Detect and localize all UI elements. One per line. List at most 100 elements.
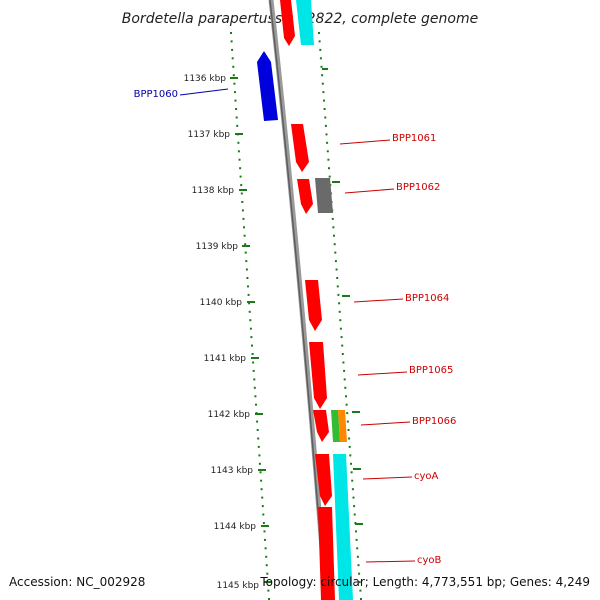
- ruler-dot: [324, 116, 327, 119]
- ruler-dot: [232, 65, 235, 68]
- ruler-dot: [324, 124, 327, 127]
- ruler-dot: [322, 91, 325, 94]
- ruler-dot: [235, 116, 238, 119]
- ruler-dot: [268, 598, 270, 600]
- ruler-dot: [339, 319, 342, 322]
- ruler-dot: [320, 65, 323, 68]
- ruler-dot: [258, 454, 261, 457]
- ruler-dot: [232, 74, 235, 77]
- ruler-dot: [230, 32, 232, 34]
- ruler-dot: [234, 91, 236, 94]
- ruler-dot: [344, 386, 347, 389]
- gene-BPP1061[interactable]: [291, 124, 309, 172]
- ruler-dot: [250, 336, 253, 339]
- ruler-dot: [321, 74, 324, 77]
- ruler-dot: [241, 209, 244, 212]
- ruler-dot: [251, 353, 254, 355]
- gene-BPP1062a[interactable]: [297, 179, 313, 214]
- ruler-dot: [355, 538, 358, 541]
- ruler-dot: [319, 48, 322, 51]
- gene-BPP1064[interactable]: [305, 280, 322, 331]
- gene-BPP1066a[interactable]: [313, 410, 329, 442]
- ruler-dot: [348, 445, 351, 448]
- ruler-dot: [323, 99, 325, 102]
- ruler-dot: [335, 268, 338, 271]
- cyan-feature-top: [296, 0, 314, 45]
- ruler-dot: [358, 572, 361, 575]
- ruler-dot: [356, 555, 359, 558]
- ruler-dot: [244, 243, 247, 246]
- ruler-dot: [233, 82, 236, 85]
- tick-label: 1137 kbp: [188, 130, 231, 140]
- gene-label-leaders: [179, 88, 416, 563]
- ruler-dot: [247, 285, 249, 288]
- ruler-dot: [235, 108, 238, 110]
- ruler-dot: [343, 369, 346, 372]
- ruler-dot: [349, 454, 352, 457]
- ruler-dot: [351, 479, 354, 482]
- gene-label-BPP1060[interactable]: BPP1060: [134, 89, 178, 100]
- ruler-dot: [238, 158, 241, 161]
- ruler-dot: [325, 133, 328, 136]
- tick-label: 1141 kbp: [204, 354, 247, 364]
- ruler-dot: [343, 378, 346, 381]
- gene-top-red[interactable]: [280, 0, 295, 46]
- ruler-dot: [326, 150, 329, 153]
- ruler-dot: [342, 361, 345, 364]
- gene-label-cyoA[interactable]: cyoA: [414, 471, 439, 482]
- tick-labels: 1136 kbp 1137 kbp 1138 kbp 1139 kbp 1140…: [184, 74, 260, 591]
- ruler-dot: [257, 437, 260, 440]
- ruler-dot: [237, 150, 240, 153]
- ruler-dot: [326, 141, 329, 144]
- ruler-dot: [348, 437, 351, 440]
- ruler-dot: [341, 344, 344, 347]
- gene-label-BPP1065[interactable]: BPP1065: [409, 365, 453, 376]
- gene-BPP1060[interactable]: [257, 51, 278, 121]
- genome-backbone: [268, 0, 329, 600]
- ruler-dot: [352, 496, 355, 499]
- tick-label: 1144 kbp: [214, 522, 257, 532]
- ruler-dot: [328, 175, 331, 178]
- gene-label-cyoB[interactable]: cyoB: [417, 555, 442, 566]
- ruler-dot: [249, 327, 252, 330]
- ruler-dot: [264, 538, 266, 541]
- gene-label-BPP1064[interactable]: BPP1064: [405, 293, 449, 304]
- gene-BPP1066-green[interactable]: [331, 410, 340, 442]
- tick-label: 1136 kbp: [184, 74, 227, 84]
- gene-BPP1066[interactable]: [338, 410, 347, 442]
- gene-cyoB[interactable]: [318, 507, 335, 600]
- tick-label: 1145 kbp: [217, 581, 260, 591]
- ruler-dot: [248, 310, 251, 313]
- tick-label: 1139 kbp: [196, 242, 239, 252]
- ruler-dot: [341, 353, 344, 355]
- ruler-dot: [265, 555, 268, 558]
- ruler-dot: [350, 462, 352, 465]
- ruler-dot: [336, 277, 339, 279]
- ruler-dot: [261, 496, 264, 499]
- dotted-ruler-left: [230, 32, 270, 600]
- ruler-dot: [332, 226, 335, 229]
- gene-BPP1062[interactable]: [315, 178, 333, 213]
- ruler-dot: [337, 293, 340, 296]
- gene-label-BPP1062[interactable]: BPP1062: [396, 182, 440, 193]
- ruler-dot: [318, 32, 320, 34]
- ruler-dot: [255, 403, 257, 406]
- gene-label-BPP1066[interactable]: BPP1066: [412, 416, 456, 427]
- ruler-dot: [263, 530, 266, 533]
- ruler-dot: [251, 344, 253, 347]
- gene-label-BPP1061[interactable]: BPP1061: [392, 133, 436, 144]
- ruler-dot: [264, 547, 267, 550]
- gene-cyoA[interactable]: [315, 454, 332, 506]
- gene-BPP1065[interactable]: [309, 342, 327, 409]
- ruler-dot: [328, 167, 330, 170]
- ruler-dot: [331, 217, 334, 220]
- ruler-dot: [257, 445, 260, 448]
- ruler-dot: [240, 192, 243, 195]
- ruler-dot: [258, 462, 261, 465]
- ruler-dot: [321, 82, 324, 85]
- ruler-dot: [267, 589, 270, 592]
- ruler-dot: [359, 589, 362, 592]
- ruler-dot: [260, 488, 263, 491]
- ruler-dot: [262, 522, 265, 524]
